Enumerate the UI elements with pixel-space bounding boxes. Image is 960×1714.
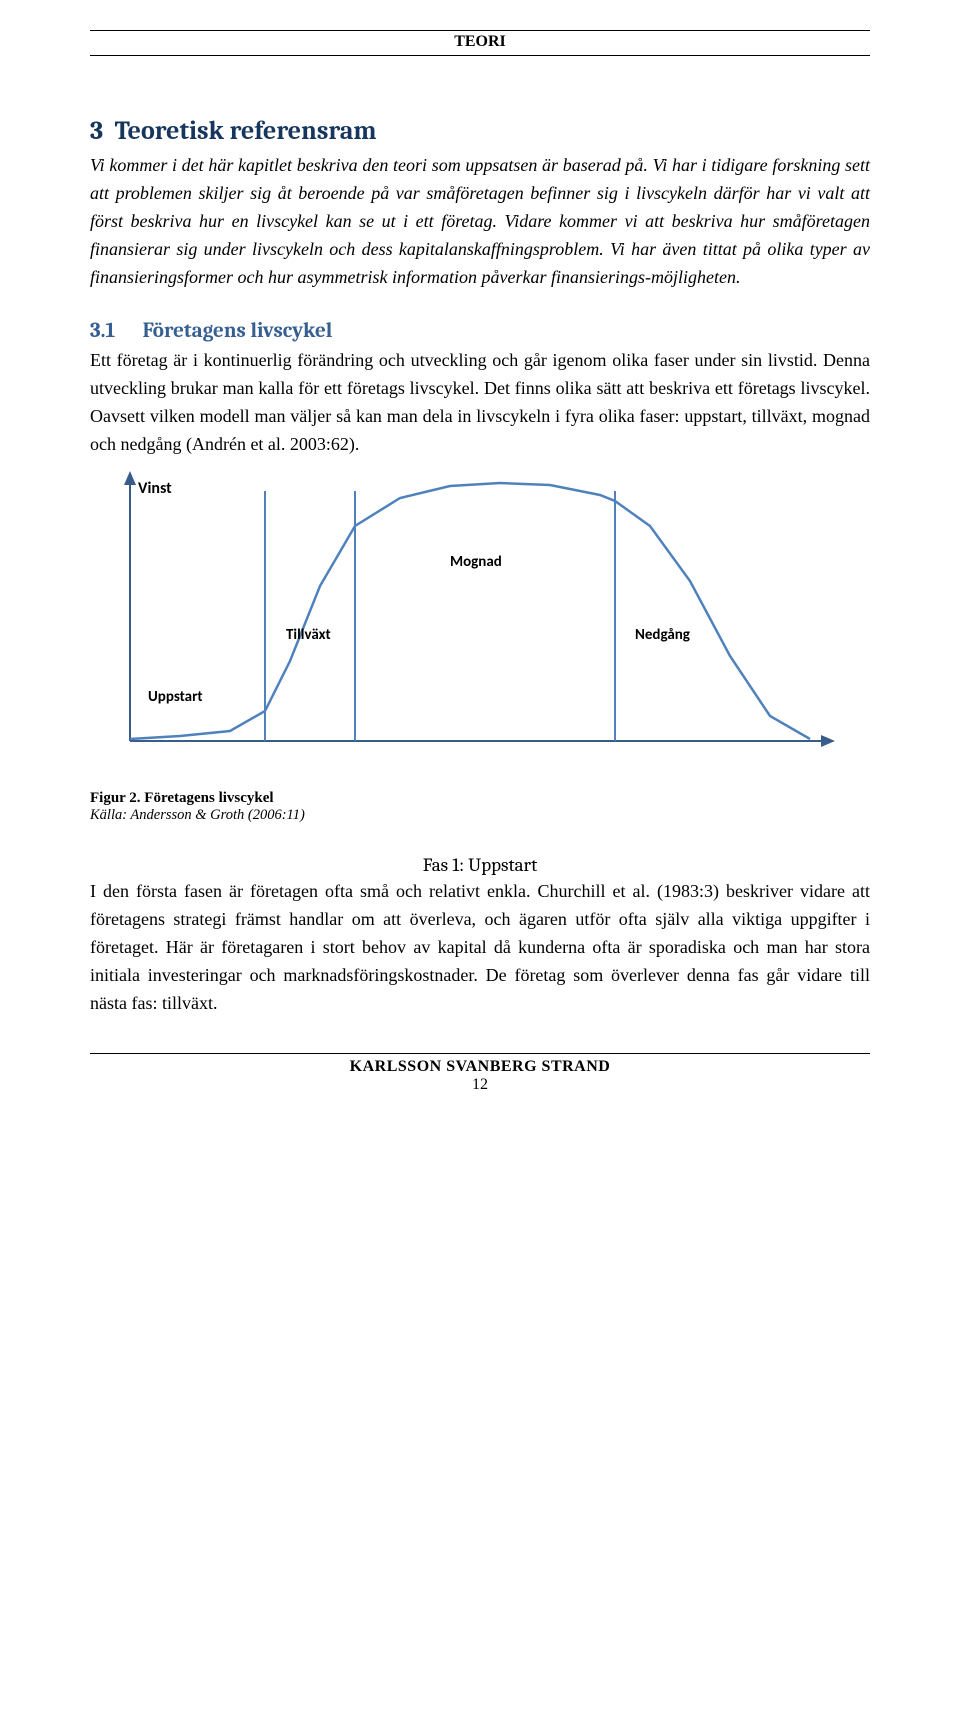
chapter-intro: Vi kommer i det här kapitlet beskriva de…	[90, 152, 870, 291]
section-number: 3.1	[90, 319, 138, 343]
phase-label-uppstart: Uppstart	[148, 688, 203, 706]
footer-page-number: 12	[90, 1076, 870, 1094]
page-container: TEORI 3 Teoretisk referensram Vi kommer …	[0, 0, 960, 1124]
section-3-1-heading: 3.1 Företagens livscykel	[90, 319, 870, 343]
chapter-title: Teoretisk referensram	[115, 116, 377, 146]
y-axis-arrow	[124, 471, 136, 485]
footer-authors: KARLSSON SVANBERG STRAND	[90, 1058, 870, 1076]
phase-1-paragraph: I den första fasen är företagen ofta små…	[90, 878, 870, 1017]
figure-2: Vinst Uppstart Tillväxt Mognad Nedgång F…	[90, 471, 870, 824]
header-rule-bottom	[90, 55, 870, 56]
phase-label-nedgang: Nedgång	[635, 626, 690, 644]
chapter-number: 3	[90, 116, 103, 146]
section-title: Företagens livscykel	[143, 319, 333, 343]
header-rule-top	[90, 30, 870, 31]
running-header: TEORI	[90, 33, 870, 51]
phase-label-mognad: Mognad	[450, 553, 502, 571]
lifecycle-curve	[130, 483, 810, 739]
figure-caption: Figur 2. Företagens livscykel Källa: And…	[90, 790, 870, 824]
section-3-1-paragraph: Ett företag är i kontinuerlig förändring…	[90, 347, 870, 459]
figure-caption-title: Figur 2. Företagens livscykel	[90, 790, 274, 806]
phase-1-heading: Fas 1: Uppstart	[90, 854, 870, 876]
lifecycle-chart: Vinst Uppstart Tillväxt Mognad Nedgång	[90, 471, 850, 771]
footer-rule	[90, 1053, 870, 1054]
x-axis-arrow	[821, 735, 835, 747]
figure-caption-source: Källa: Andersson & Groth (2006:11)	[90, 807, 870, 824]
y-axis-label: Vinst	[138, 479, 172, 498]
phase-label-tillvaxt: Tillväxt	[286, 626, 331, 644]
chapter-heading: 3 Teoretisk referensram	[90, 116, 870, 146]
